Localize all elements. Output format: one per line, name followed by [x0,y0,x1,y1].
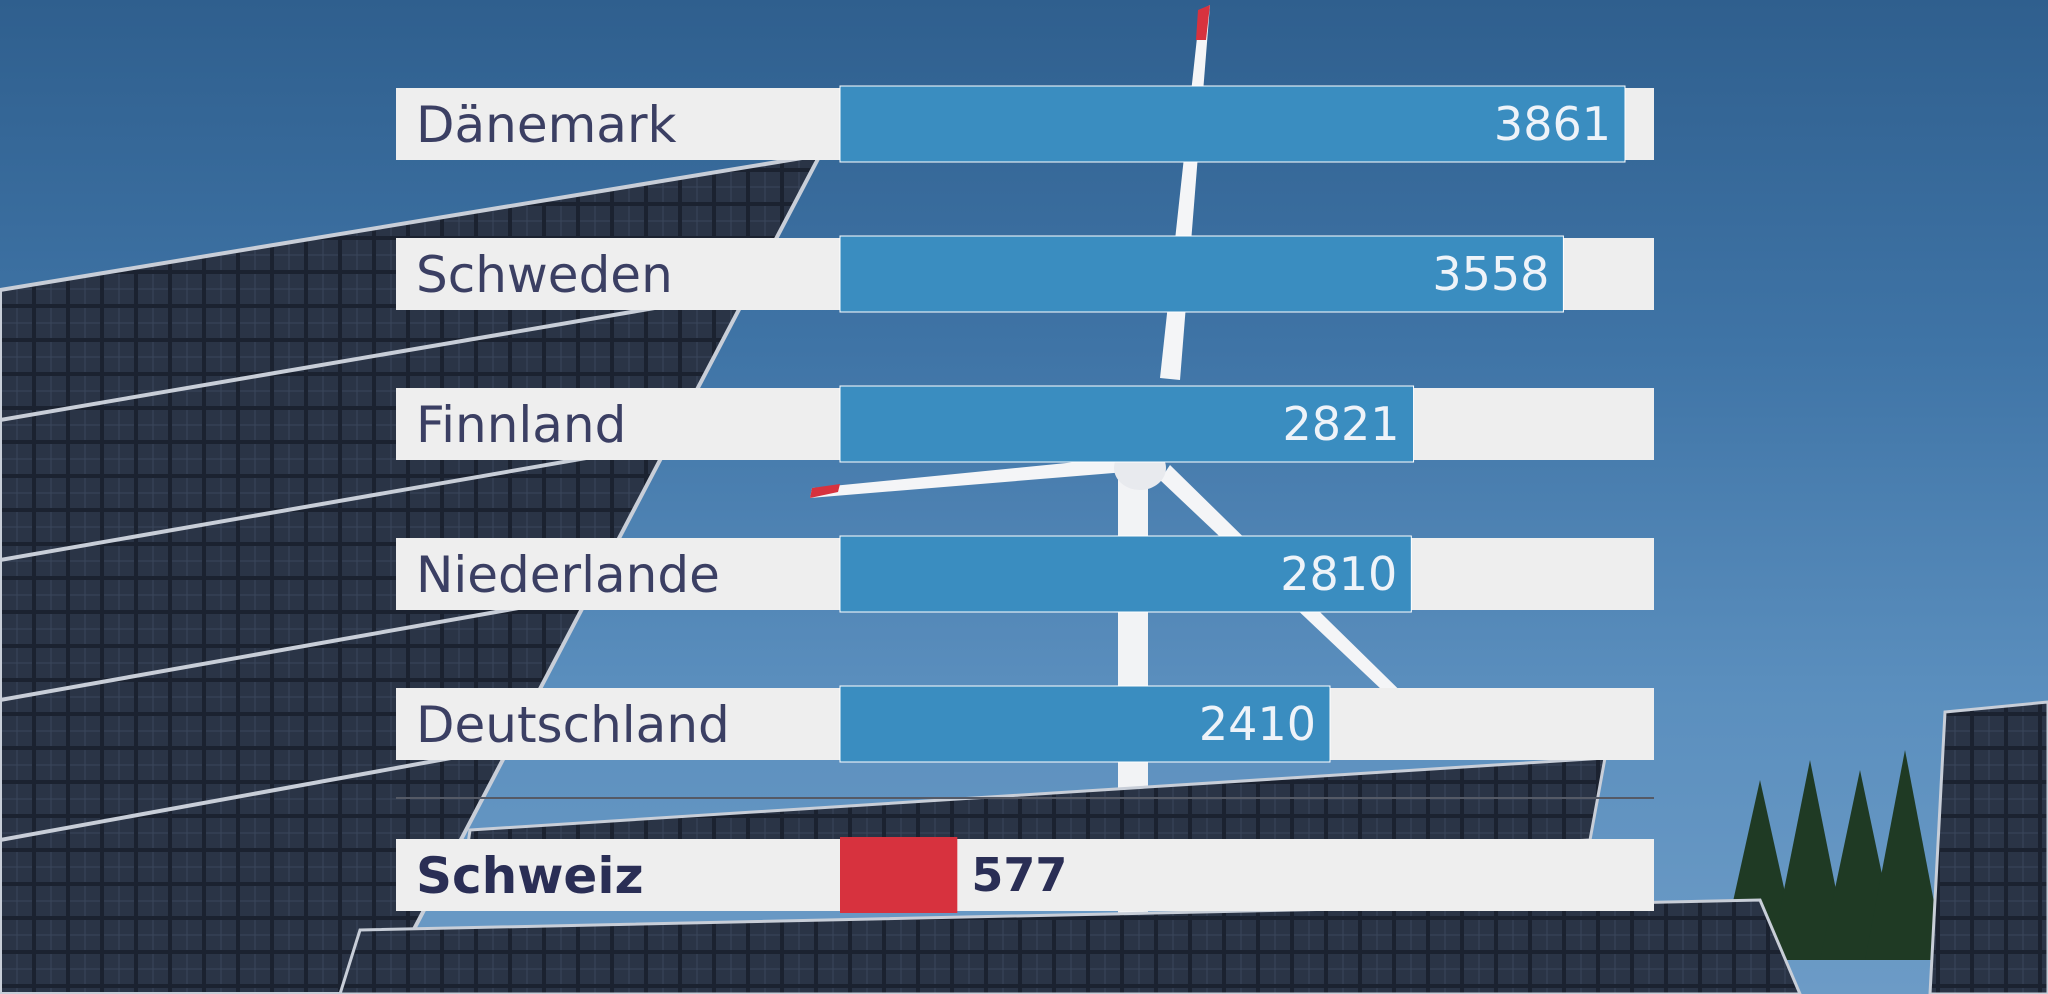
bar-finnland [839,385,1415,463]
category-label-finnland: Finnland [416,396,626,454]
bar-schweden [839,235,1564,313]
bar-track-schweiz [396,839,1654,911]
bar-deutschland [839,685,1331,763]
bar-danemark [839,85,1626,163]
value-label-danemark: 3861 [1494,97,1611,151]
category-label-deutschland: Deutschland [416,696,730,754]
value-label-niederlande: 2810 [1280,547,1397,601]
bar-schweiz [840,837,958,913]
value-label-schweden: 3558 [1432,247,1549,301]
solar-panel-right [1928,700,2048,994]
category-label-danemark: Dänemark [416,96,676,154]
bar-niederlande [839,535,1412,613]
value-label-deutschland: 2410 [1199,697,1316,751]
category-label-niederlande: Niederlande [416,546,720,604]
chart-rows: Dänemark 3861 Schweden 3558 Finnland 2821 Nied… [396,85,1654,913]
category-label-schweden: Schweden [416,246,673,304]
value-label-schweiz: 577 [971,848,1067,902]
category-label-schweiz: Schweiz [416,847,644,905]
value-label-finnland: 2821 [1282,397,1399,451]
